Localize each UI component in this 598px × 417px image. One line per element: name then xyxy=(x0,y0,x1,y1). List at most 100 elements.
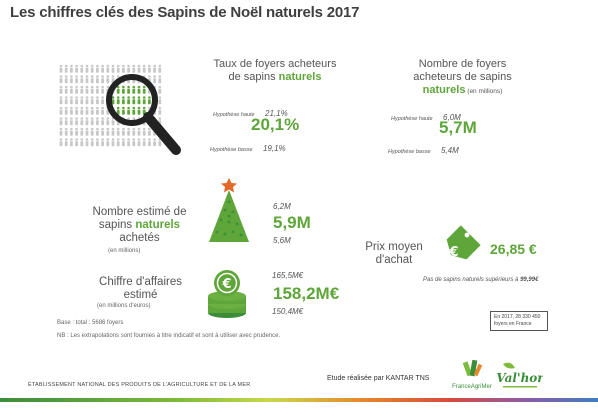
person-head xyxy=(132,85,136,89)
person-body xyxy=(158,99,162,105)
person-body xyxy=(111,141,115,147)
person-head xyxy=(85,127,89,131)
person-body xyxy=(142,141,146,147)
tree-dot xyxy=(227,214,231,218)
person-body xyxy=(137,99,141,105)
person-head xyxy=(101,64,104,68)
person-body xyxy=(75,67,78,73)
person-body xyxy=(80,130,84,136)
person-body xyxy=(158,88,162,94)
person-head xyxy=(127,96,130,99)
person-body xyxy=(64,120,68,126)
tree-dot xyxy=(223,208,227,212)
person-head xyxy=(64,106,68,110)
person-head xyxy=(96,85,99,89)
person-body xyxy=(70,78,73,84)
person-body xyxy=(64,130,68,136)
svg-text:€: € xyxy=(448,245,458,260)
person-head xyxy=(96,106,99,110)
person-head xyxy=(64,117,68,120)
taux-hypo-basse-value: 19,1% xyxy=(262,144,286,153)
person-head xyxy=(127,64,130,68)
person-body xyxy=(158,109,162,115)
person-body xyxy=(153,78,156,84)
person-body xyxy=(85,120,89,126)
person-head xyxy=(59,106,63,110)
person-head xyxy=(80,96,84,99)
person-body xyxy=(85,109,89,115)
person-head xyxy=(101,106,104,110)
person-body xyxy=(70,141,73,147)
nombre-hypo-basse-value: 5,4M xyxy=(440,146,459,155)
person-body xyxy=(106,120,110,126)
prix-moyen-label: Prix moyen d'achat xyxy=(365,241,423,266)
person-body xyxy=(59,88,63,94)
person-body xyxy=(132,67,136,73)
person-body xyxy=(106,78,110,84)
person-head xyxy=(158,85,162,89)
person-body xyxy=(158,67,162,73)
person-head xyxy=(90,96,94,99)
person-body xyxy=(64,78,68,84)
person-head xyxy=(153,138,156,141)
tree-dot xyxy=(239,233,243,237)
nb-note: NB : Les extrapolations sont fournies à … xyxy=(57,333,281,339)
person-head xyxy=(137,64,141,68)
person-head xyxy=(122,106,125,110)
person-body xyxy=(137,130,141,136)
person-body xyxy=(75,120,78,126)
person-body xyxy=(70,88,73,94)
person-head xyxy=(80,64,84,68)
person-body xyxy=(64,67,68,73)
svg-text:FranceAgriMer: FranceAgriMer xyxy=(452,384,492,390)
person-head xyxy=(90,75,94,78)
person-head xyxy=(106,64,110,68)
person-body xyxy=(116,141,120,147)
person-head xyxy=(70,138,73,141)
person-body xyxy=(111,99,115,105)
person-body xyxy=(75,130,78,136)
person-body xyxy=(85,99,89,105)
person-head xyxy=(70,96,73,99)
person-head xyxy=(90,85,94,89)
person-head xyxy=(80,75,84,78)
person-head xyxy=(75,127,78,131)
person-head xyxy=(75,117,78,120)
person-body xyxy=(153,67,156,73)
person-head xyxy=(80,117,84,120)
person-head xyxy=(59,64,63,68)
person-head xyxy=(132,64,136,68)
person-body xyxy=(59,67,63,73)
person-head xyxy=(90,106,94,110)
person-body xyxy=(122,130,125,136)
person-body xyxy=(127,130,130,136)
person-body xyxy=(101,141,104,147)
person-body xyxy=(137,109,141,115)
person-head xyxy=(64,138,68,141)
person-head xyxy=(142,138,146,141)
person-body xyxy=(59,99,63,105)
person-head xyxy=(75,75,78,78)
nombre-hypo-basse-label: Hypothèse basse xyxy=(388,149,431,155)
person-body xyxy=(64,109,68,115)
person-body xyxy=(75,78,78,84)
person-head xyxy=(101,127,104,131)
person-head xyxy=(116,85,120,89)
person-body xyxy=(116,99,120,105)
footer-color-bar xyxy=(0,398,598,402)
person-body xyxy=(137,67,141,73)
person-head xyxy=(59,96,63,99)
person-body xyxy=(101,67,104,73)
person-head xyxy=(158,64,162,68)
person-body xyxy=(80,67,84,73)
person-body xyxy=(148,130,151,136)
person-head xyxy=(132,96,136,99)
person-head xyxy=(70,106,73,110)
person-head xyxy=(90,127,94,131)
person-head xyxy=(122,64,125,68)
person-body xyxy=(116,67,120,73)
person-body xyxy=(101,99,104,105)
person-head xyxy=(70,127,73,131)
person-body xyxy=(80,141,84,147)
person-head xyxy=(116,75,120,78)
